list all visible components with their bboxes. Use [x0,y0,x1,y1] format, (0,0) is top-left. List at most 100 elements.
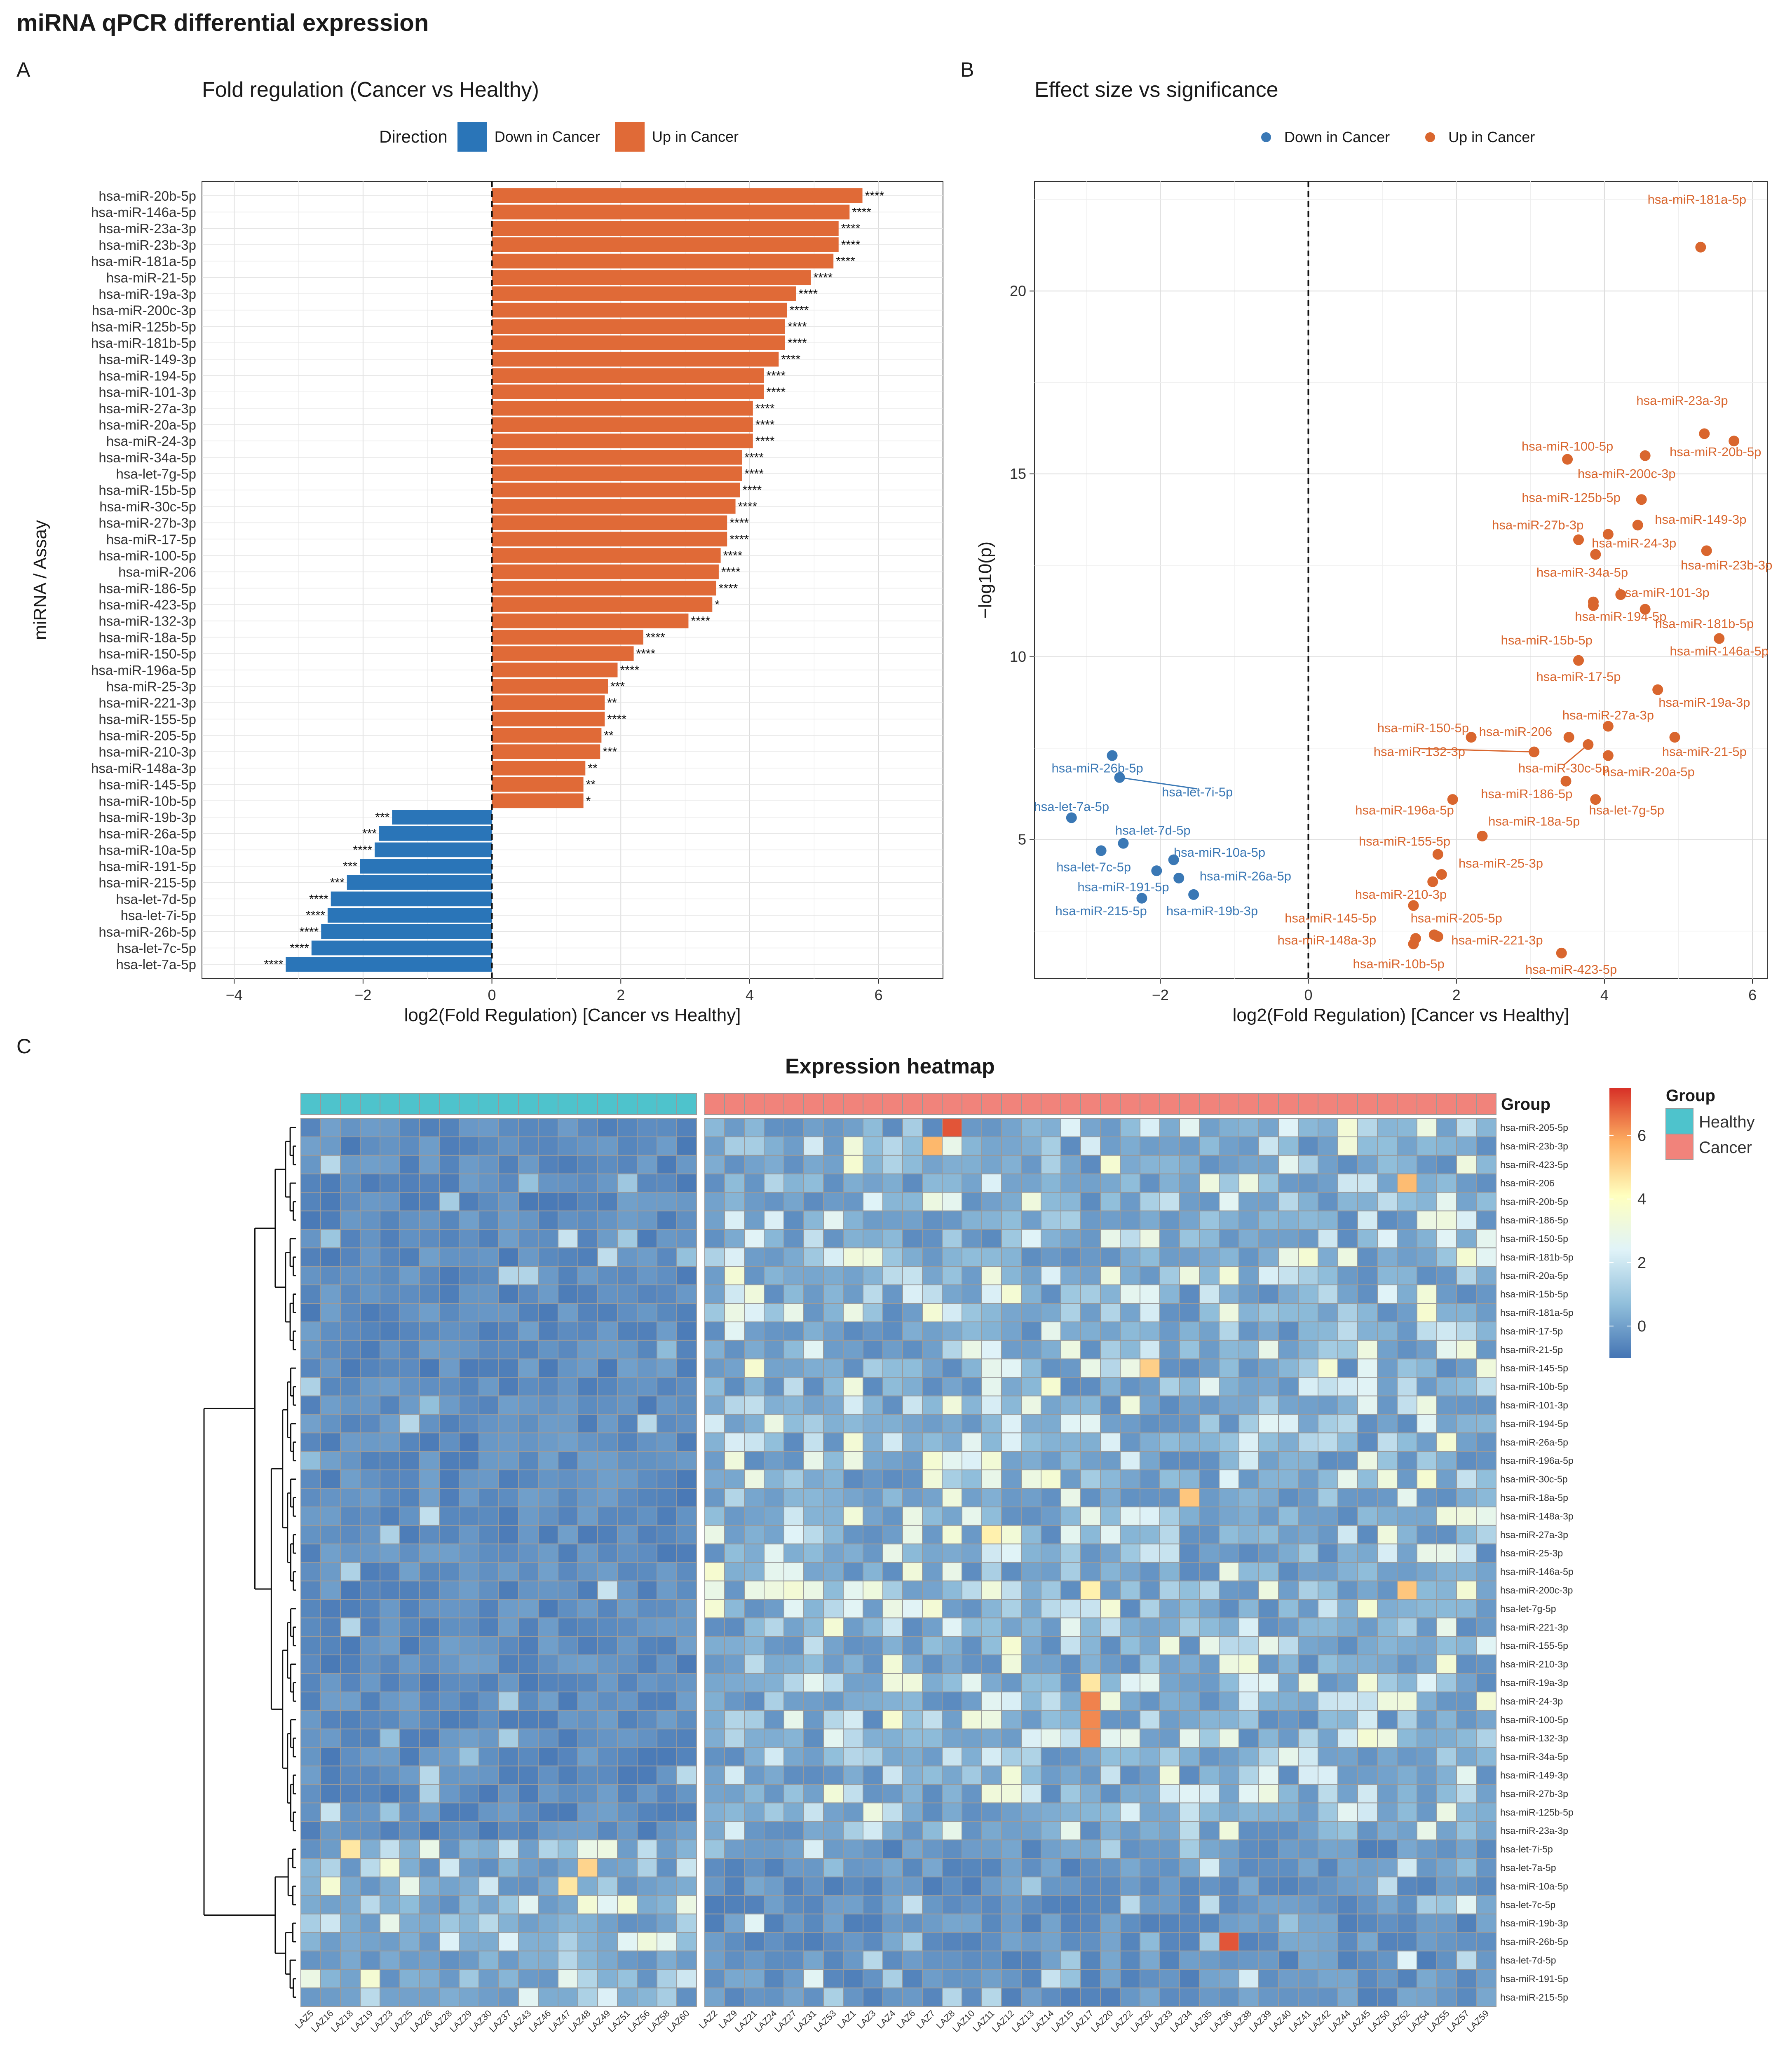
heatmap-cell [704,1136,725,1156]
heatmap-cell [676,1414,697,1434]
y-axis-title: miRNA / Assay [30,520,50,640]
heatmap-row-label: hsa-miR-18a-5p [1500,1492,1568,1503]
heatmap-cell [419,1617,440,1637]
heatmap-cell [783,1913,804,1933]
heatmap-cell [843,1173,863,1193]
expression-heatmap: Grouphsa-miR-205-5phsa-miR-23b-3phsa-miR… [203,1087,1755,2034]
heatmap-cell [459,1932,479,1952]
heatmap-cell [922,1617,943,1637]
heatmap-cell [657,1673,677,1692]
point-label: hsa-miR-17-5p [1536,670,1621,684]
heatmap-cell [617,1210,638,1230]
heatmap-cell [538,1284,558,1304]
heatmap-cell [459,1192,479,1211]
heatmap-cell [1179,1377,1200,1397]
heatmap-cell [380,1247,400,1267]
heatmap-cell [744,1876,765,1896]
heatmap-cell [863,1673,883,1692]
heatmap-cell [538,1876,558,1896]
heatmap-cell [882,1118,903,1137]
heatmap-cell [1258,1636,1279,1656]
heatmap-cell [597,1543,618,1563]
heatmap-cell [1021,1284,1041,1304]
heatmap-cell [597,1784,618,1804]
heatmap-cell [1219,1654,1239,1674]
heatmap-cell [518,1173,539,1193]
heatmap-cell [1357,1654,1378,1674]
bar [492,286,796,301]
heatmap-cell [360,1895,380,1914]
heatmap-cell [1120,1118,1140,1137]
heatmap-cell [558,1377,578,1397]
heatmap-cell [1377,1710,1398,1729]
panel-b-letter: B [960,58,974,81]
heatmap-cell [902,1950,923,1970]
category-label: hsa-miR-27a-3p [99,401,196,416]
heatmap-cell [863,1488,883,1507]
heatmap-cell [1060,1858,1081,1877]
heatmap-cell [803,1821,824,1841]
heatmap-cell [1100,1858,1121,1877]
heatmap-cell [1318,1506,1338,1526]
heatmap-cell [300,1155,321,1174]
heatmap-cell [942,1969,962,1989]
heatmap-cell [439,1247,460,1267]
category-label: hsa-miR-34a-5p [99,450,196,465]
heatmap-cell [340,1358,361,1378]
heatmap-cell [902,1562,923,1582]
heatmap-cell [419,1266,440,1286]
heatmap-cell [1318,1654,1338,1674]
heatmap-cell [962,1969,982,1989]
data-point [1136,893,1147,904]
heatmap-cell [1318,1284,1338,1304]
heatmap-cell [1357,1469,1378,1489]
heatmap-cell [1001,1673,1022,1692]
heatmap-cell [1199,1654,1220,1674]
heatmap-cell [823,1728,844,1748]
heatmap-cell [981,1377,1002,1397]
heatmap-cell [300,1969,321,1989]
heatmap-cell [1021,1839,1041,1859]
heatmap-cell [1100,1821,1121,1841]
heatmap-cell [1436,1654,1457,1674]
heatmap-cell [300,1950,321,1970]
heatmap-cell [1179,1358,1200,1378]
heatmap-cell [1318,1784,1338,1804]
heatmap-cell [1258,1229,1279,1249]
heatmap-cell [1238,1118,1259,1137]
heatmap-cell [942,1395,962,1415]
heatmap-cell [724,1469,745,1489]
heatmap-cell [942,1765,962,1785]
heatmap-cell [478,1284,499,1304]
x-tick-label: 0 [1304,987,1312,1003]
heatmap-cell [320,1858,341,1877]
heatmap-column-label: LAZ6 [895,2008,917,2031]
heatmap-cell [1337,1673,1358,1692]
heatmap-cell [360,1691,380,1711]
heatmap-column-label: LAZ28 [428,2008,454,2034]
heatmap-cell [1417,1987,1437,2007]
heatmap-cell [823,1488,844,1507]
heatmap-cell [1001,1710,1022,1729]
heatmap-cell [419,1451,440,1471]
heatmap-cell [803,1599,824,1619]
heatmap-cell [863,1654,883,1674]
heatmap-cell [1456,1673,1477,1692]
heatmap-cell [843,1895,863,1914]
significance-label: *** [330,876,345,890]
heatmap-cell [459,1377,479,1397]
heatmap-cell [1417,1654,1437,1674]
heatmap-cell [1436,1358,1457,1378]
group-annotation-cell [922,1093,943,1115]
heatmap-cell [823,1876,844,1896]
category-label: hsa-miR-23a-3p [99,221,196,236]
heatmap-cell [380,1303,400,1322]
heatmap-cell [1238,1710,1259,1729]
heatmap-cell [1436,1210,1457,1230]
heatmap-cell [843,1488,863,1507]
point-label: hsa-miR-423-5p [1525,962,1617,977]
heatmap-cell [942,1580,962,1600]
heatmap-cell [1278,1580,1299,1600]
heatmap-cell [1417,1710,1437,1729]
heatmap-cell [724,1340,745,1359]
